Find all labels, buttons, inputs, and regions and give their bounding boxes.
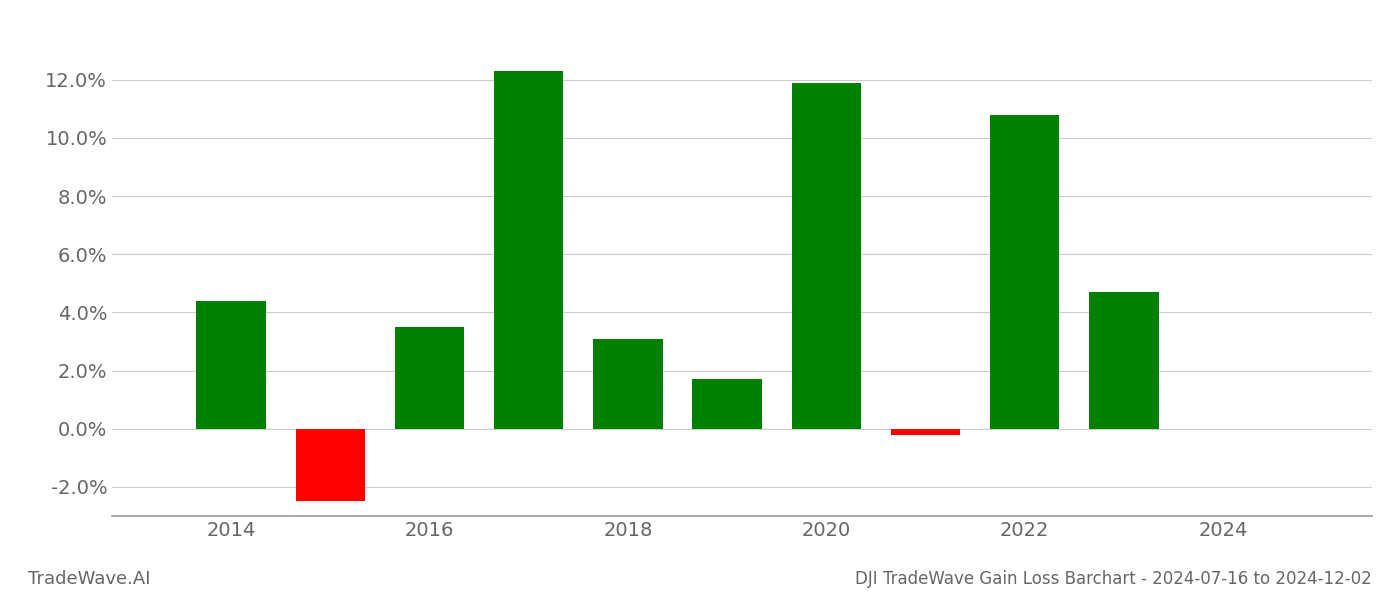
Bar (791, 83, 861, 429)
Bar (395, 327, 465, 429)
Bar (1089, 292, 1159, 429)
Text: TradeWave.AI: TradeWave.AI (28, 570, 151, 588)
Bar (594, 338, 662, 429)
Bar (693, 379, 762, 429)
Bar (494, 71, 563, 429)
Bar (196, 301, 266, 429)
Bar (890, 429, 960, 434)
Bar (990, 115, 1060, 429)
Bar (295, 429, 365, 502)
Text: DJI TradeWave Gain Loss Barchart - 2024-07-16 to 2024-12-02: DJI TradeWave Gain Loss Barchart - 2024-… (855, 570, 1372, 588)
